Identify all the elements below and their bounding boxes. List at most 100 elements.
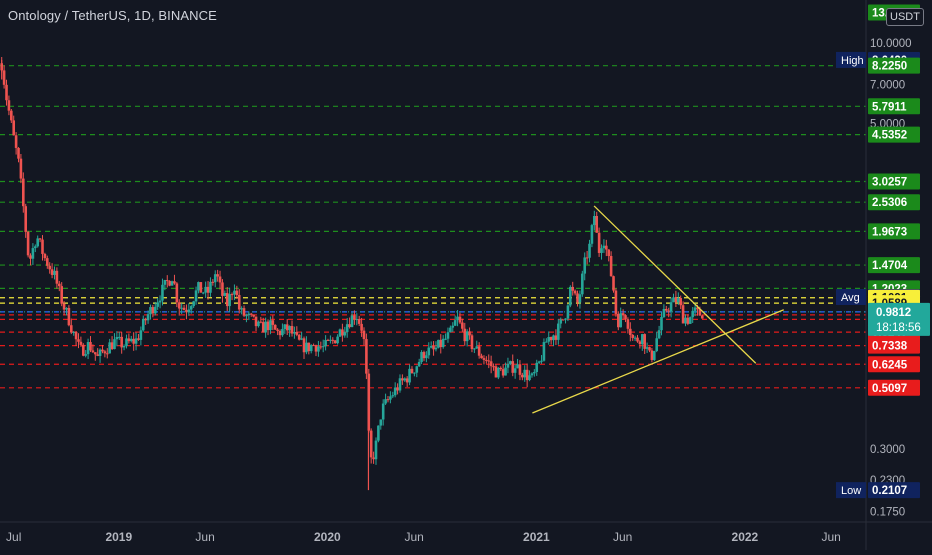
candle-body <box>537 361 541 363</box>
candle-body <box>269 320 272 331</box>
candle-body <box>228 294 231 307</box>
candle-body <box>237 294 241 310</box>
trendline-descending-resistance[interactable] <box>593 205 757 364</box>
candle-body <box>379 419 383 426</box>
candle-body <box>607 249 611 257</box>
price-label-text: 3.0257 <box>872 177 907 189</box>
candle-body <box>573 290 577 294</box>
candle-body <box>542 342 546 361</box>
candle-body <box>674 297 678 303</box>
candle-body <box>343 332 347 336</box>
candle-body <box>273 324 277 330</box>
candle-body <box>477 346 481 356</box>
candle-body <box>413 372 416 374</box>
candle-body <box>187 309 191 313</box>
candle-body <box>290 326 294 334</box>
candle-body <box>583 257 587 274</box>
y-tick-label: 10.0000 <box>870 38 912 50</box>
candle-body <box>153 306 157 314</box>
candle-body <box>45 258 49 266</box>
candle-body <box>216 274 219 277</box>
candle-body <box>60 286 63 304</box>
candle-body <box>309 345 313 352</box>
candle-body <box>225 293 229 307</box>
candle-body <box>581 273 584 295</box>
candle-body <box>693 307 697 311</box>
candle-body <box>245 315 248 317</box>
price-tag-text: Avg <box>841 292 860 304</box>
candle-body <box>593 216 596 226</box>
candle-body <box>26 231 30 256</box>
candle-body <box>278 330 282 336</box>
candle-body <box>614 290 618 314</box>
candle-body <box>86 342 90 355</box>
candle-body <box>122 345 126 348</box>
candle-body <box>101 349 104 352</box>
current-price-text: 0.9812 <box>876 307 911 319</box>
candle-body <box>676 298 680 303</box>
candle-body <box>590 225 594 244</box>
candle-body <box>7 100 11 111</box>
candle-body <box>242 308 246 316</box>
candle-body <box>595 216 599 233</box>
candle-body <box>307 342 311 352</box>
candle-body <box>425 355 428 359</box>
candle-body <box>530 373 534 376</box>
candle-body <box>161 284 164 301</box>
candle-body <box>473 348 476 350</box>
candle-body <box>547 336 551 342</box>
candle-body <box>384 399 387 404</box>
candle-body <box>173 281 176 284</box>
candle-body <box>691 310 694 318</box>
candle-body <box>540 360 543 362</box>
candle-body <box>557 323 560 340</box>
candle-body <box>336 336 339 344</box>
candle-body <box>681 305 685 324</box>
currency-selector[interactable]: USDT <box>886 8 924 26</box>
candle-body <box>137 338 140 340</box>
chart-title: Ontology / TetherUS, 1D, BINANCE <box>8 8 217 23</box>
price-tag-text: High <box>841 55 864 67</box>
candle-body <box>221 282 224 296</box>
candle-body <box>276 329 279 331</box>
candle-body <box>506 363 510 368</box>
candle-body <box>67 307 71 326</box>
candle-body <box>206 286 210 293</box>
candle-body <box>69 325 73 333</box>
x-tick-label: 2022 <box>732 530 759 544</box>
candle-body <box>283 324 287 329</box>
candle-body <box>89 342 92 351</box>
price-label-box <box>868 223 920 240</box>
candle-body <box>288 326 291 331</box>
candle-body <box>84 354 87 356</box>
candle-body <box>141 318 145 331</box>
candle-body <box>297 334 301 340</box>
trendline-ascending-support[interactable] <box>532 309 784 414</box>
candle-body <box>391 395 395 397</box>
candle-body <box>403 378 407 381</box>
candle-body <box>29 255 32 259</box>
candle-body <box>213 274 217 283</box>
candle-body <box>22 178 25 207</box>
candle-body <box>638 341 642 345</box>
candle-body <box>393 387 397 396</box>
candle-body <box>254 316 258 327</box>
candle-body <box>439 339 443 348</box>
price-label-text: 0.6245 <box>872 359 908 371</box>
candle-body <box>585 257 589 259</box>
price-label-text: 1.4704 <box>872 260 908 272</box>
candle-body <box>408 368 411 383</box>
candle-body <box>451 325 455 328</box>
candle-body <box>456 316 459 321</box>
candle-body <box>700 315 704 319</box>
candle-body <box>389 396 392 400</box>
candle-body <box>163 280 167 285</box>
candle-body <box>314 345 318 352</box>
candle-body <box>554 335 558 340</box>
candle-body <box>223 293 227 296</box>
price-label-box <box>868 126 920 143</box>
candle-body <box>240 308 243 310</box>
x-tick-label: 2019 <box>105 530 132 544</box>
